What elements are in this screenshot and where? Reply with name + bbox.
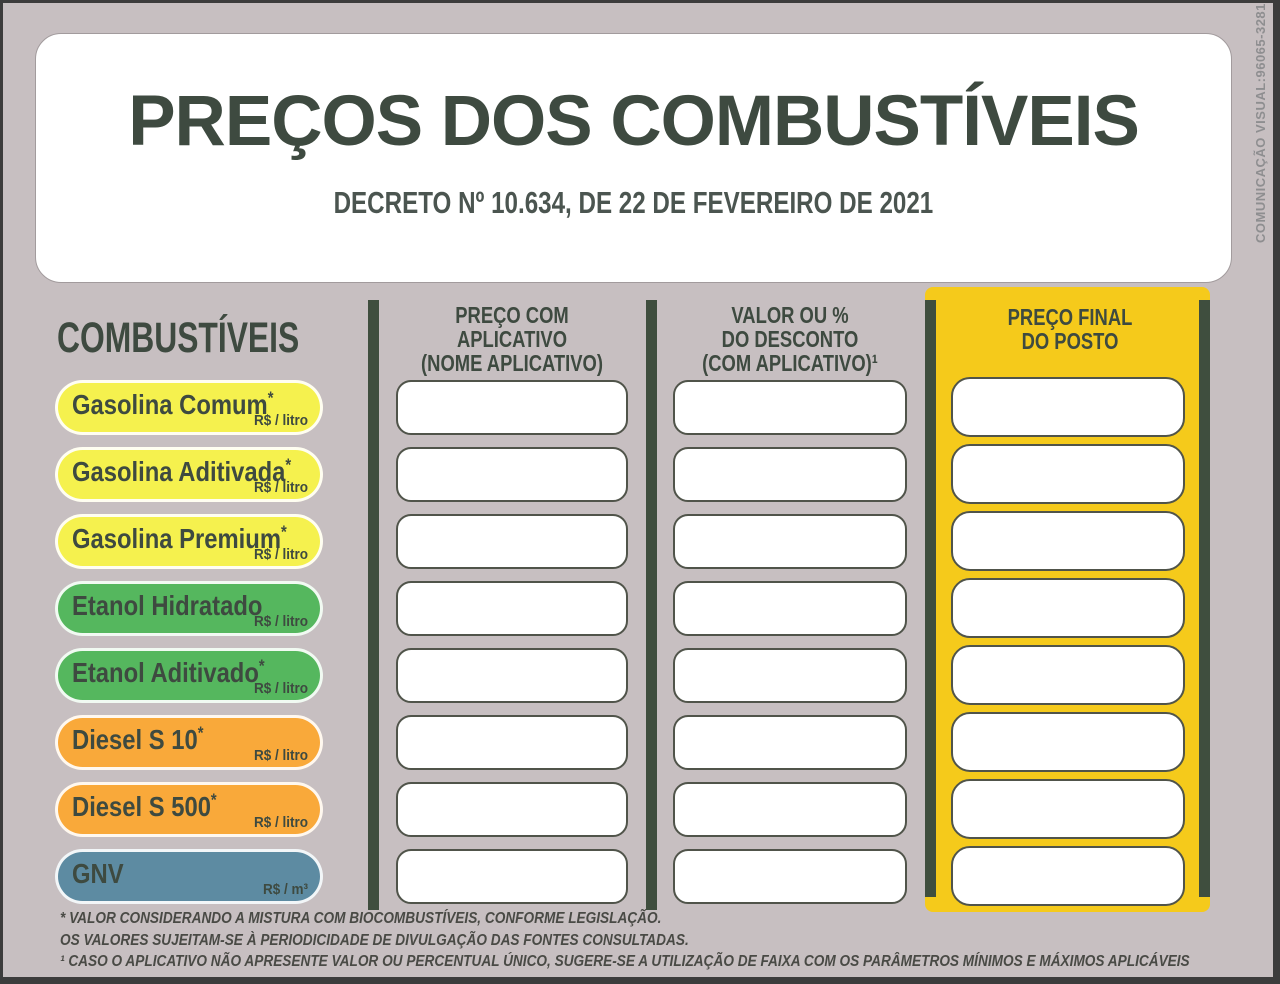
price-field-preco_final-gasolina[interactable] (951, 444, 1185, 504)
fuel-pill-gasolina: Gasolina Comum* R$ / litro (55, 380, 323, 435)
divider-bar (925, 300, 936, 897)
column-header-final-price: PREÇO FINAL DO POSTO (945, 305, 1195, 353)
price-field-preco_final-gnv[interactable] (951, 846, 1185, 906)
fuel-pill-label: Gasolina Premium* (72, 521, 287, 554)
price-field-preco_aplicativo-etanol[interactable] (396, 648, 628, 703)
fuel-pill-diesel: Diesel S 500* R$ / litro (55, 782, 323, 837)
fuel-pill-label: Gasolina Aditivada* (72, 454, 292, 487)
printer-credit-note: COMUNICAÇÃO VISUAL:96065-3281 (1253, 3, 1268, 243)
price-field-valor_desconto-diesel[interactable] (673, 782, 907, 837)
fuel-pill-gasolina: Gasolina Premium* R$ / litro (55, 514, 323, 569)
fuel-pill-diesel: Diesel S 10* R$ / litro (55, 715, 323, 770)
frame-edge-top (0, 0, 1280, 3)
footnote: ¹ CASO O APLICATIVO NÃO APRESENTE VALOR … (60, 953, 1190, 970)
column-header-line: DO DESCONTO (721, 326, 859, 353)
price-field-valor_desconto-etanol[interactable] (673, 581, 907, 636)
fuel-pill-etanol: Etanol Hidratado R$ / litro (55, 581, 323, 636)
price-field-preco_final-etanol[interactable] (951, 578, 1185, 638)
price-field-preco_aplicativo-gasolina[interactable] (396, 380, 628, 435)
column-header-line: (COM APLICATIVO)¹ (702, 350, 878, 377)
price-field-valor_desconto-gasolina[interactable] (673, 380, 907, 435)
frame-edge-left (0, 0, 3, 984)
footnote: OS VALORES SUJEITAM-SE À PERIODICIDADE D… (60, 931, 689, 949)
fuel-pill-label: Diesel S 10* (72, 722, 204, 755)
price-field-preco_final-diesel[interactable] (951, 779, 1185, 839)
fuel-pill-list: Gasolina Comum* R$ / litro Gasolina Aditiv… (55, 380, 323, 916)
price-field-valor_desconto-gnv[interactable] (673, 849, 907, 904)
column-header-line: (NOME APLICATIVO) (421, 350, 603, 377)
frame-edge-bottom (0, 977, 1280, 984)
column-header-line: PREÇO FINAL (1007, 304, 1133, 330)
fuel-pill-gnv: GNV R$ / m³ (55, 849, 323, 904)
page-subtitle: DECRETO Nº 10.634, DE 22 DE FEVEREIRO DE… (333, 185, 934, 220)
fuel-pill-unit: R$ / m³ (262, 881, 308, 898)
price-field-preco_aplicativo-gasolina[interactable] (396, 514, 628, 569)
fuel-pill-etanol: Etanol Aditivado* R$ / litro (55, 648, 323, 703)
price-field-valor_desconto-diesel[interactable] (673, 715, 907, 770)
price-field-preco_aplicativo-etanol[interactable] (396, 581, 628, 636)
fuel-pill-unit: R$ / litro (253, 412, 308, 429)
fuel-pill-unit: R$ / litro (253, 747, 308, 764)
divider-bar (368, 300, 379, 910)
fuels-column-header: COMBUSTÍVEIS (57, 314, 300, 362)
fuel-pill-label: Gasolina Comum* (72, 387, 274, 420)
price-field-preco_aplicativo-diesel[interactable] (396, 715, 628, 770)
price-field-valor_desconto-gasolina[interactable] (673, 447, 907, 502)
fuel-pill-label: Diesel S 500* (72, 789, 217, 822)
price-field-column-discount (673, 380, 907, 916)
price-field-column-final-price (951, 377, 1185, 913)
fuel-pill-unit: R$ / litro (253, 814, 308, 831)
fuel-pill-unit: R$ / litro (253, 479, 308, 496)
column-header-line: VALOR OU % (731, 302, 849, 328)
price-field-preco_final-etanol[interactable] (951, 645, 1185, 705)
fuel-pill-unit: R$ / litro (253, 546, 308, 563)
footnote-list: * VALOR CONSIDERANDO A MISTURA COM BIOCO… (60, 908, 1280, 973)
column-header-app-price: PREÇO COM APLICATIVO (NOME APLICATIVO) (396, 302, 628, 377)
price-field-valor_desconto-etanol[interactable] (673, 648, 907, 703)
biofuel-asterisk: * (210, 789, 217, 810)
fuel-pill-label: Etanol Hidratado (72, 590, 263, 621)
header-card: PREÇOS DOS COMBUSTÍVEIS DECRETO Nº 10.63… (35, 33, 1232, 283)
price-field-preco_aplicativo-gasolina[interactable] (396, 447, 628, 502)
price-field-preco_aplicativo-diesel[interactable] (396, 782, 628, 837)
biofuel-asterisk: * (197, 722, 204, 743)
price-field-preco_aplicativo-gnv[interactable] (396, 849, 628, 904)
price-field-column-app-price (396, 380, 628, 916)
biofuel-asterisk: * (258, 655, 265, 676)
price-field-preco_final-gasolina[interactable] (951, 511, 1185, 571)
footnote: * VALOR CONSIDERANDO A MISTURA COM BIOCO… (60, 910, 662, 927)
column-header-discount: VALOR OU % DO DESCONTO (COM APLICATIVO)¹ (673, 302, 907, 377)
fuel-pill-label: Etanol Aditivado* (72, 655, 265, 688)
column-header-line: APLICATIVO (456, 326, 568, 353)
biofuel-asterisk: * (285, 454, 292, 475)
fuel-pill-label: GNV (72, 858, 124, 889)
fuel-pill-unit: R$ / litro (253, 613, 308, 630)
fuel-pill-unit: R$ / litro (253, 680, 308, 697)
biofuel-asterisk: * (267, 387, 274, 408)
divider-bar (1199, 300, 1210, 897)
price-field-preco_final-gasolina[interactable] (951, 377, 1185, 437)
divider-bar (646, 300, 657, 910)
price-field-preco_final-diesel[interactable] (951, 712, 1185, 772)
frame-edge-right (1273, 0, 1280, 984)
price-field-valor_desconto-gasolina[interactable] (673, 514, 907, 569)
column-header-line: PREÇO COM (455, 302, 569, 328)
fuel-pill-gasolina: Gasolina Aditivada* R$ / litro (55, 447, 323, 502)
page-title: PREÇOS DOS COMBUSTÍVEIS (128, 82, 1140, 161)
column-header-line: DO POSTO (1021, 328, 1119, 355)
biofuel-asterisk: * (280, 521, 287, 542)
